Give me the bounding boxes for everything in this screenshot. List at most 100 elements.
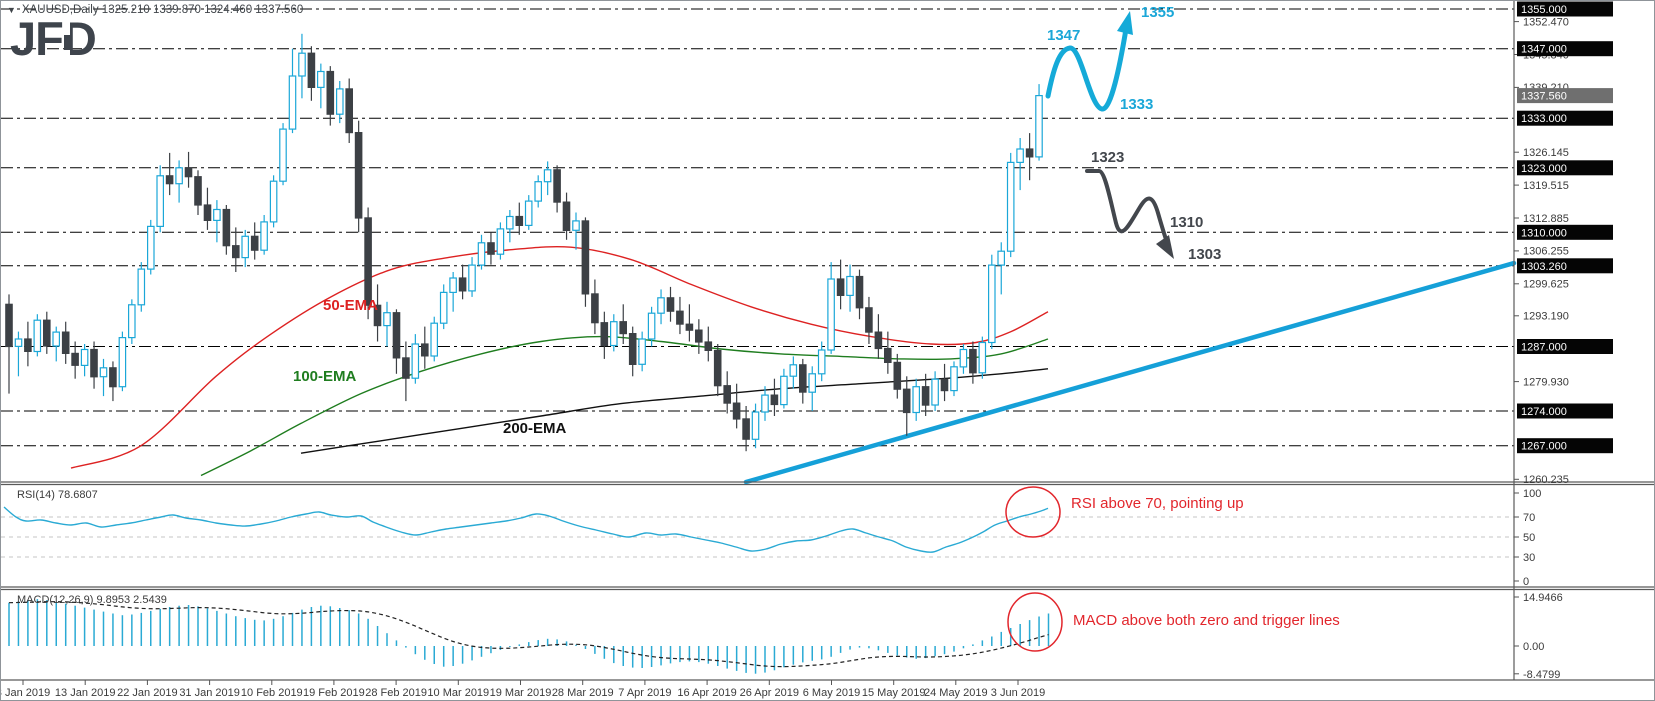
rsi-line: [3, 506, 1049, 553]
candle-bear: [685, 323, 694, 331]
candle-bear: [345, 88, 354, 134]
rsi-indicator-label: RSI(14) 78.6807: [17, 489, 98, 501]
candle-bear: [232, 245, 240, 259]
start-label-1323: 1323: [1091, 149, 1125, 166]
candle-bull: [213, 208, 221, 221]
candle-bear: [865, 307, 873, 333]
price-level-label-box: [1517, 160, 1613, 176]
candle-bull: [468, 264, 476, 292]
candle-bear: [487, 242, 495, 255]
candle-bear: [694, 329, 703, 343]
candle-bear: [855, 275, 864, 309]
candle-bull: [317, 70, 325, 88]
candle-bear: [581, 220, 590, 295]
candle-bear: [902, 388, 911, 414]
price-level-label-box: [1517, 339, 1613, 354]
date-tick-label: 3 Jan 2019: [1, 687, 50, 699]
rsi-highlight-circle[interactable]: [1005, 486, 1061, 538]
target-label-1303: 1303: [1188, 246, 1222, 263]
projection-down-arrowhead: [1156, 235, 1174, 259]
candle-bear: [90, 348, 98, 378]
date-tick-label: 7 Apr 2019: [618, 687, 671, 699]
candle-bear: [61, 331, 70, 355]
candle-bull: [430, 322, 439, 357]
candle-bull: [449, 277, 457, 293]
current-price-label: 1337.560: [1521, 91, 1567, 103]
macd-indicator-label: MACD(12,26,9) 9.8953 2.5439: [17, 594, 167, 606]
candle-bull: [543, 169, 552, 183]
candle-bull: [127, 304, 136, 339]
candle-bull: [137, 268, 146, 306]
candle-bear: [732, 402, 741, 420]
price-tick-label: 1306.255: [1523, 246, 1569, 258]
symbol-dropdown-icon[interactable]: ▼: [7, 5, 16, 15]
candle-bear: [203, 204, 212, 221]
candle-bear: [392, 312, 401, 359]
candle-bear: [893, 361, 902, 390]
uptrend-line[interactable]: [743, 260, 1517, 485]
price-level-label-box: [1517, 110, 1613, 126]
candle-bull: [950, 366, 958, 392]
rsi-axis-label: 100: [1523, 488, 1541, 500]
candle-bear: [184, 167, 193, 178]
price-level-label: 1355.000: [1521, 4, 1567, 16]
candle-bear: [883, 347, 892, 363]
candle-bull: [175, 167, 183, 185]
macd-highlight-circle[interactable]: [1007, 592, 1063, 652]
price-level-label: 1347.000: [1521, 44, 1567, 56]
rsi-axis-label: 0: [1523, 576, 1529, 588]
candle-bear: [628, 333, 637, 366]
price-tick-label: 1293.190: [1523, 311, 1569, 323]
candle-bear: [71, 352, 79, 366]
candle-bear: [713, 349, 722, 387]
candle-bull: [817, 349, 826, 375]
rsi-axis-label: 50: [1523, 532, 1535, 544]
projection-down-path[interactable]: [1085, 169, 1171, 250]
candle-bear: [165, 175, 174, 185]
candle-bull: [978, 341, 987, 374]
candle-bear: [458, 277, 467, 292]
candle-bull: [118, 337, 127, 388]
candle-bull: [288, 75, 297, 130]
price-level-label-box: [1517, 403, 1613, 419]
candle-bull: [751, 411, 760, 440]
price-tick-label: 1312.885: [1523, 213, 1569, 225]
candle-bull: [147, 225, 155, 270]
price-level-label: 1303.260: [1521, 261, 1567, 273]
date-tick-label: 31 Jan 2019: [179, 687, 240, 699]
price-level-label: 1267.000: [1521, 441, 1567, 453]
candle-bull: [761, 394, 769, 413]
candle-bear: [969, 348, 977, 374]
price-tick-label: 1279.930: [1523, 376, 1569, 388]
date-tick-label: 24 May 2019: [924, 687, 988, 699]
rsi-annotation-text: RSI above 70, pointing up: [1071, 495, 1244, 512]
candle-bull: [1006, 161, 1015, 252]
peak-label-1347: 1347: [1047, 27, 1081, 44]
candle-bull: [298, 52, 306, 77]
date-tick-label: 28 Mar 2019: [552, 687, 614, 699]
candle-bull: [336, 88, 344, 115]
rsi-axis-label: 30: [1523, 552, 1535, 564]
price-tick-label: 1299.625: [1523, 279, 1569, 291]
candle-bear: [836, 278, 845, 296]
candle-bear: [364, 217, 372, 306]
candle-bull: [1016, 148, 1024, 163]
macd-axis-label: 14.9466: [1523, 592, 1563, 604]
candle-bull: [1035, 94, 1043, 158]
candle-bull: [80, 348, 89, 366]
candle-bull: [279, 128, 287, 182]
projection-up-path[interactable]: [1045, 26, 1129, 112]
candle-bull: [912, 386, 921, 414]
candle-bull: [572, 220, 580, 231]
candle-bull: [827, 278, 835, 351]
candle-bear: [421, 343, 429, 357]
price-level-label-box: [1517, 224, 1613, 240]
ema50-label: 50-EMA: [323, 297, 379, 314]
date-tick-label: 28 Feb 2019: [365, 687, 427, 699]
candle-bear: [222, 208, 231, 247]
candle-bear: [704, 341, 713, 351]
current-price-label-box: [1517, 88, 1613, 104]
candle-bull: [99, 367, 108, 378]
ema200-label: 200-EMA: [503, 420, 567, 437]
